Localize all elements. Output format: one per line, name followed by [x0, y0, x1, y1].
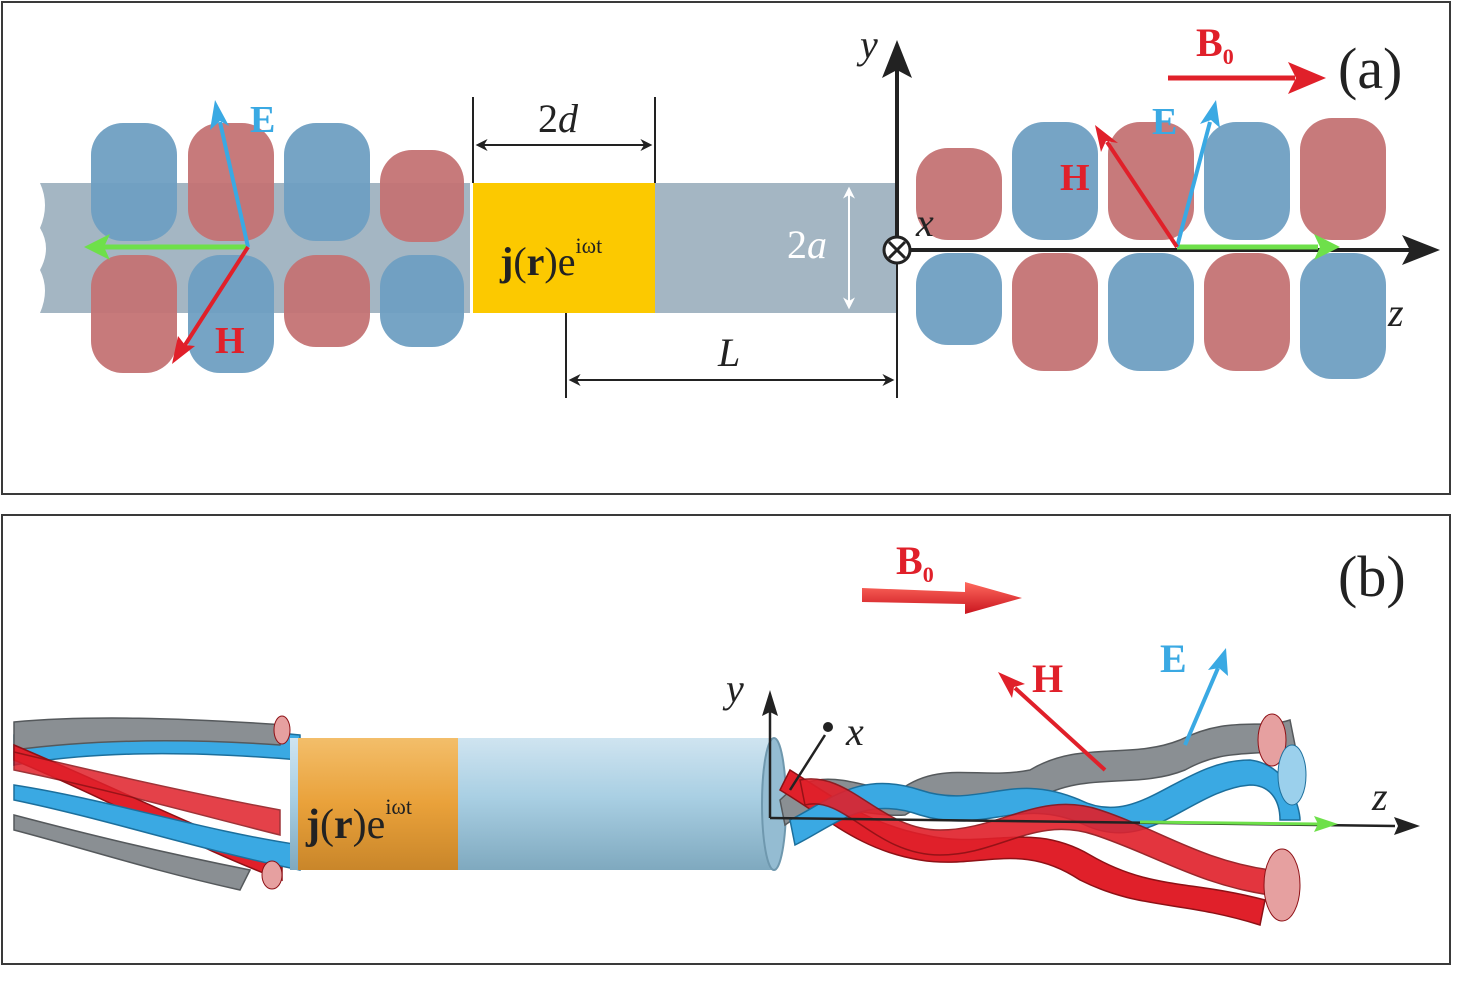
E-arrow-b-head — [1208, 648, 1228, 676]
z-axis-label: z — [1387, 290, 1404, 335]
helix-end — [261, 860, 283, 890]
B0-arrow-head — [1288, 62, 1326, 94]
right-k-arrow-head — [1314, 234, 1340, 260]
k-arrow-b-head — [1314, 816, 1338, 832]
left-H-label: H — [215, 320, 245, 362]
panel-b: j(r)eiωt y x z E H B0 ( — [1, 514, 1451, 965]
x-axis-b — [788, 734, 827, 791]
source-band — [298, 738, 458, 870]
helix-strand — [13, 717, 287, 751]
left-E-arrow-head — [210, 100, 229, 130]
lobe — [380, 150, 464, 242]
helix-end — [1257, 713, 1287, 767]
waveguide-right — [655, 183, 898, 313]
left-k-arrow-head — [84, 234, 110, 260]
lobe — [284, 123, 370, 241]
lobe — [1108, 253, 1194, 371]
lobe — [380, 255, 464, 347]
panel-a: j(r)eiωt 2d L 2a E H — [1, 1, 1451, 495]
left-E-arrow — [218, 121, 250, 248]
helix-end — [273, 715, 291, 745]
H-arrow-b — [1013, 686, 1107, 772]
left-mode-lobes — [91, 123, 464, 373]
H-arrow-b-head — [998, 672, 1025, 698]
z-axis-head — [1402, 235, 1440, 265]
helix-end — [1277, 744, 1307, 806]
dim-L-label: L — [717, 330, 740, 375]
right-helix — [779, 713, 1307, 926]
right-E-arrow — [1175, 121, 1212, 248]
H-label-b: H — [1032, 656, 1063, 701]
k-arrow-b — [1139, 820, 1319, 826]
B0-label-b: B0 — [896, 538, 934, 587]
lobe — [1204, 122, 1290, 240]
right-E-arrow-head — [1200, 100, 1220, 128]
helix-strand — [13, 814, 252, 891]
y-axis-head — [882, 40, 912, 78]
left-H-arrow — [183, 245, 250, 347]
lobe — [1300, 118, 1386, 240]
x-axis-label: x — [915, 200, 934, 245]
lobe — [1108, 122, 1194, 240]
y-axis-b-head — [762, 690, 778, 716]
lobe — [1300, 253, 1386, 379]
dim-2a-label: 2a — [787, 222, 827, 267]
right-H-arrow — [1105, 140, 1179, 249]
lobe — [188, 123, 274, 241]
source-label: j(r)eiωt — [499, 233, 602, 284]
panel-a-label: (a) — [1338, 36, 1402, 101]
y-axis-label-b: y — [722, 666, 744, 711]
panel-b-label: (b) — [1338, 544, 1406, 609]
source-block — [473, 183, 655, 313]
lobe — [1012, 122, 1098, 240]
lobe — [284, 255, 370, 347]
helix-strand — [13, 751, 281, 836]
lobe — [188, 255, 274, 373]
B0-label: B0 — [1196, 20, 1234, 69]
dim-2d-label: 2d — [538, 96, 579, 141]
E-label-b: E — [1160, 636, 1187, 681]
E-arrow-b — [1183, 667, 1220, 746]
z-axis-b-head — [1394, 817, 1420, 835]
right-H-label: H — [1060, 157, 1090, 199]
lobe — [91, 255, 177, 373]
B0-arrow-b — [862, 582, 1022, 614]
right-mode-lobes — [916, 118, 1386, 379]
x-axis-label-b: x — [845, 709, 864, 754]
y-axis-label: y — [856, 22, 878, 67]
z-axis-label-b: z — [1371, 774, 1388, 819]
lobe — [916, 148, 1002, 240]
x-axis-b-head — [823, 722, 833, 732]
lobe — [1012, 253, 1098, 371]
lobe — [916, 253, 1002, 345]
left-E-label: E — [250, 99, 275, 141]
lobe — [91, 123, 177, 241]
left-helix — [13, 715, 301, 891]
helix-end — [1263, 848, 1301, 922]
x-cross-2 — [887, 240, 907, 260]
source-label-b: j(r)eiωt — [305, 794, 412, 848]
right-E-label: E — [1152, 101, 1177, 143]
right-H-arrow-head — [1095, 125, 1118, 152]
lobe — [1204, 253, 1290, 371]
left-H-arrow-head — [172, 336, 195, 364]
